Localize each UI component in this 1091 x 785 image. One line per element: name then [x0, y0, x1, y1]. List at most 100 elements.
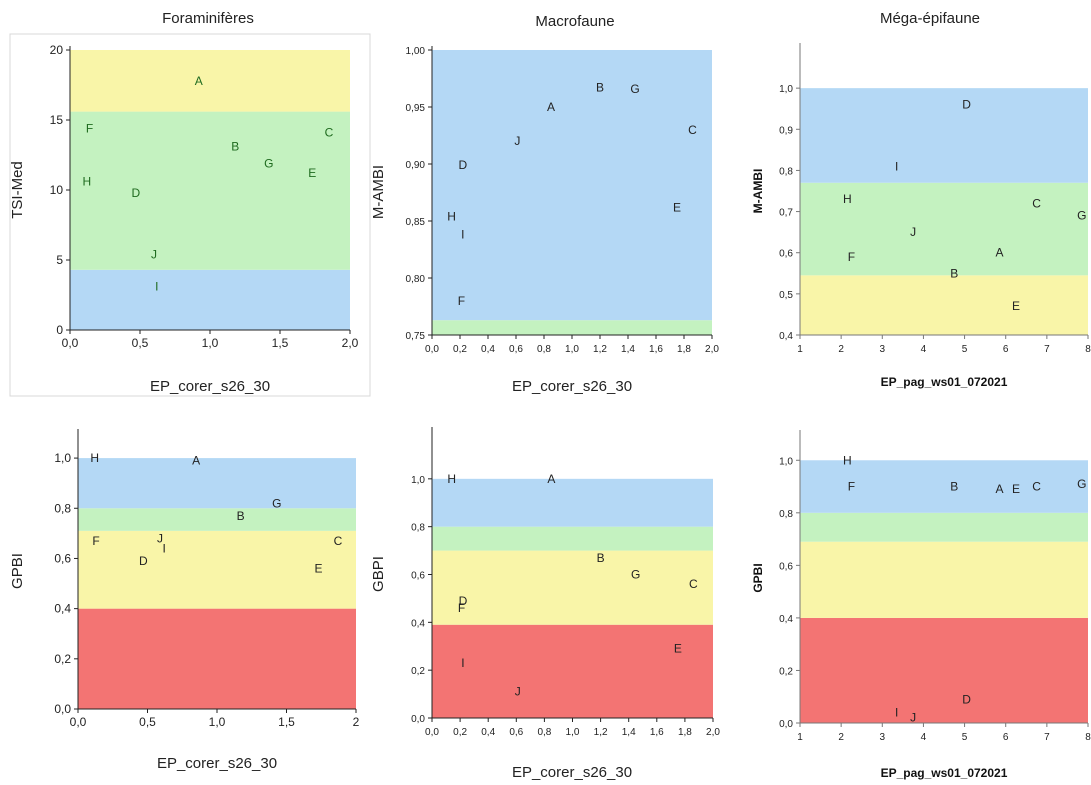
x-tick-label: 7 [1044, 732, 1050, 743]
y-tick-label: 0,4 [779, 331, 793, 342]
x-axis-label: EP_corer_s26_30 [157, 755, 277, 772]
x-tick-label: 8 [1085, 344, 1091, 355]
zone-band-yellow [70, 50, 350, 112]
point-label-E: E [314, 561, 322, 575]
x-tick-label: 0,2 [453, 344, 467, 355]
x-tick-label: 6 [1003, 732, 1009, 743]
x-tick-label: 6 [1003, 344, 1009, 355]
point-label-B: B [596, 81, 604, 95]
x-tick-label: 0,8 [537, 727, 551, 738]
point-label-A: A [195, 74, 203, 88]
y-axis-label: GBPI [370, 556, 387, 592]
y-tick-label: 0,80 [406, 274, 426, 285]
column-title-mega-epifaune: Méga-épifaune [880, 10, 980, 27]
point-label-D: D [458, 158, 467, 172]
zone-band-green [800, 182, 1088, 276]
zone-band-green [432, 526, 713, 551]
point-label-G: G [1077, 209, 1086, 223]
x-tick-label: 1,8 [677, 344, 691, 355]
x-tick-label: 1,0 [202, 336, 219, 350]
point-label-F: F [458, 601, 465, 615]
x-tick-label: 1,0 [566, 727, 580, 738]
point-label-J: J [910, 225, 916, 239]
zone-band-red [432, 624, 713, 718]
y-tick-label: 0,75 [406, 331, 426, 342]
point-label-F: F [458, 294, 465, 308]
x-tick-label: 1 [797, 344, 803, 355]
zone-band-yellow [432, 550, 713, 625]
x-tick-label: 0,2 [453, 727, 467, 738]
x-tick-label: 0,4 [481, 344, 495, 355]
zone-band-red [800, 617, 1088, 723]
y-tick-label: 10 [50, 183, 64, 197]
y-tick-label: 0,6 [779, 561, 793, 572]
point-label-J: J [514, 134, 520, 148]
point-label-F: F [92, 534, 99, 548]
x-tick-label: 1,6 [650, 727, 664, 738]
y-tick-label: 0,2 [779, 666, 793, 677]
x-tick-label: 2,0 [705, 344, 719, 355]
x-tick-label: 0,5 [132, 336, 149, 350]
y-tick-label: 0 [56, 323, 63, 337]
point-label-A: A [192, 454, 200, 468]
x-tick-label: 2 [838, 344, 844, 355]
point-label-F: F [86, 121, 93, 135]
zone-band-green [70, 111, 350, 270]
point-label-G: G [630, 82, 639, 96]
point-label-H: H [447, 472, 456, 486]
x-tick-label: 2 [838, 732, 844, 743]
x-tick-label: 5 [962, 344, 968, 355]
zone-band-blue [78, 458, 356, 509]
point-label-C: C [1032, 196, 1041, 210]
chart-2: 0,0 0,2 0,4 0,6 0,8 1,0 1,2 1,4 1,6 1,8 2,0 0,75 0,8… [370, 46, 719, 395]
y-axis-label: GPBI [751, 563, 765, 592]
point-label-B: B [950, 266, 958, 280]
y-tick-label: 20 [50, 43, 64, 57]
point-label-B: B [231, 140, 239, 154]
chart-6: 1 2 3 4 5 6 7 8 0,0 0,2 0,4 0,6 0,8 1,0 EP_pag_ws01_07… [751, 430, 1091, 780]
x-axis-label: EP_corer_s26_30 [512, 378, 632, 395]
x-tick-label: 3 [880, 732, 886, 743]
x-tick-label: 1,6 [649, 344, 663, 355]
x-tick-label: 0,6 [509, 727, 523, 738]
y-tick-label: 0,7 [779, 208, 793, 219]
point-label-D: D [962, 692, 971, 706]
point-label-G: G [264, 156, 273, 170]
x-tick-label: 1,0 [209, 715, 226, 729]
y-tick-label: 0,6 [411, 571, 425, 582]
x-tick-label: 1,0 [565, 344, 579, 355]
zone-band-yellow [800, 275, 1088, 335]
point-label-I: I [163, 541, 166, 555]
x-tick-label: 0,8 [537, 344, 551, 355]
y-tick-label: 5 [56, 253, 63, 267]
zone-band-red [78, 608, 356, 709]
x-tick-label: 7 [1044, 344, 1050, 355]
y-axis-label: TSI-Med [9, 161, 26, 219]
x-tick-label: 1,8 [678, 727, 692, 738]
y-tick-label: 1,0 [779, 84, 793, 95]
point-label-C: C [689, 577, 698, 591]
zone-band-yellow [800, 541, 1088, 618]
x-tick-label: 1,5 [278, 715, 295, 729]
point-label-G: G [1077, 477, 1086, 491]
column-title-foraminiferes: Foraminifères [162, 10, 254, 27]
point-label-H: H [843, 192, 852, 206]
y-tick-label: 0,0 [779, 719, 793, 730]
point-label-G: G [631, 568, 640, 582]
point-label-F: F [848, 480, 855, 494]
y-tick-label: 0,4 [54, 602, 71, 616]
x-axis-label: EP_pag_ws01_072021 [881, 766, 1008, 780]
x-tick-label: 0,0 [70, 715, 87, 729]
point-label-A: A [547, 100, 555, 114]
x-tick-label: 0,0 [62, 336, 79, 350]
point-label-I: I [895, 705, 898, 719]
x-tick-label: 0,5 [139, 715, 156, 729]
zone-band-blue [432, 50, 712, 321]
chart-panels: 0,0 0,5 1,0 1,5 2,005101520EP_corer_s26_30TS… [9, 43, 1091, 781]
point-label-E: E [308, 166, 316, 180]
point-label-G: G [272, 496, 281, 510]
point-label-E: E [673, 200, 681, 214]
x-tick-label: 1,2 [594, 727, 608, 738]
y-axis-label: M-AMBI [370, 165, 387, 219]
x-tick-label: 0,0 [425, 727, 439, 738]
